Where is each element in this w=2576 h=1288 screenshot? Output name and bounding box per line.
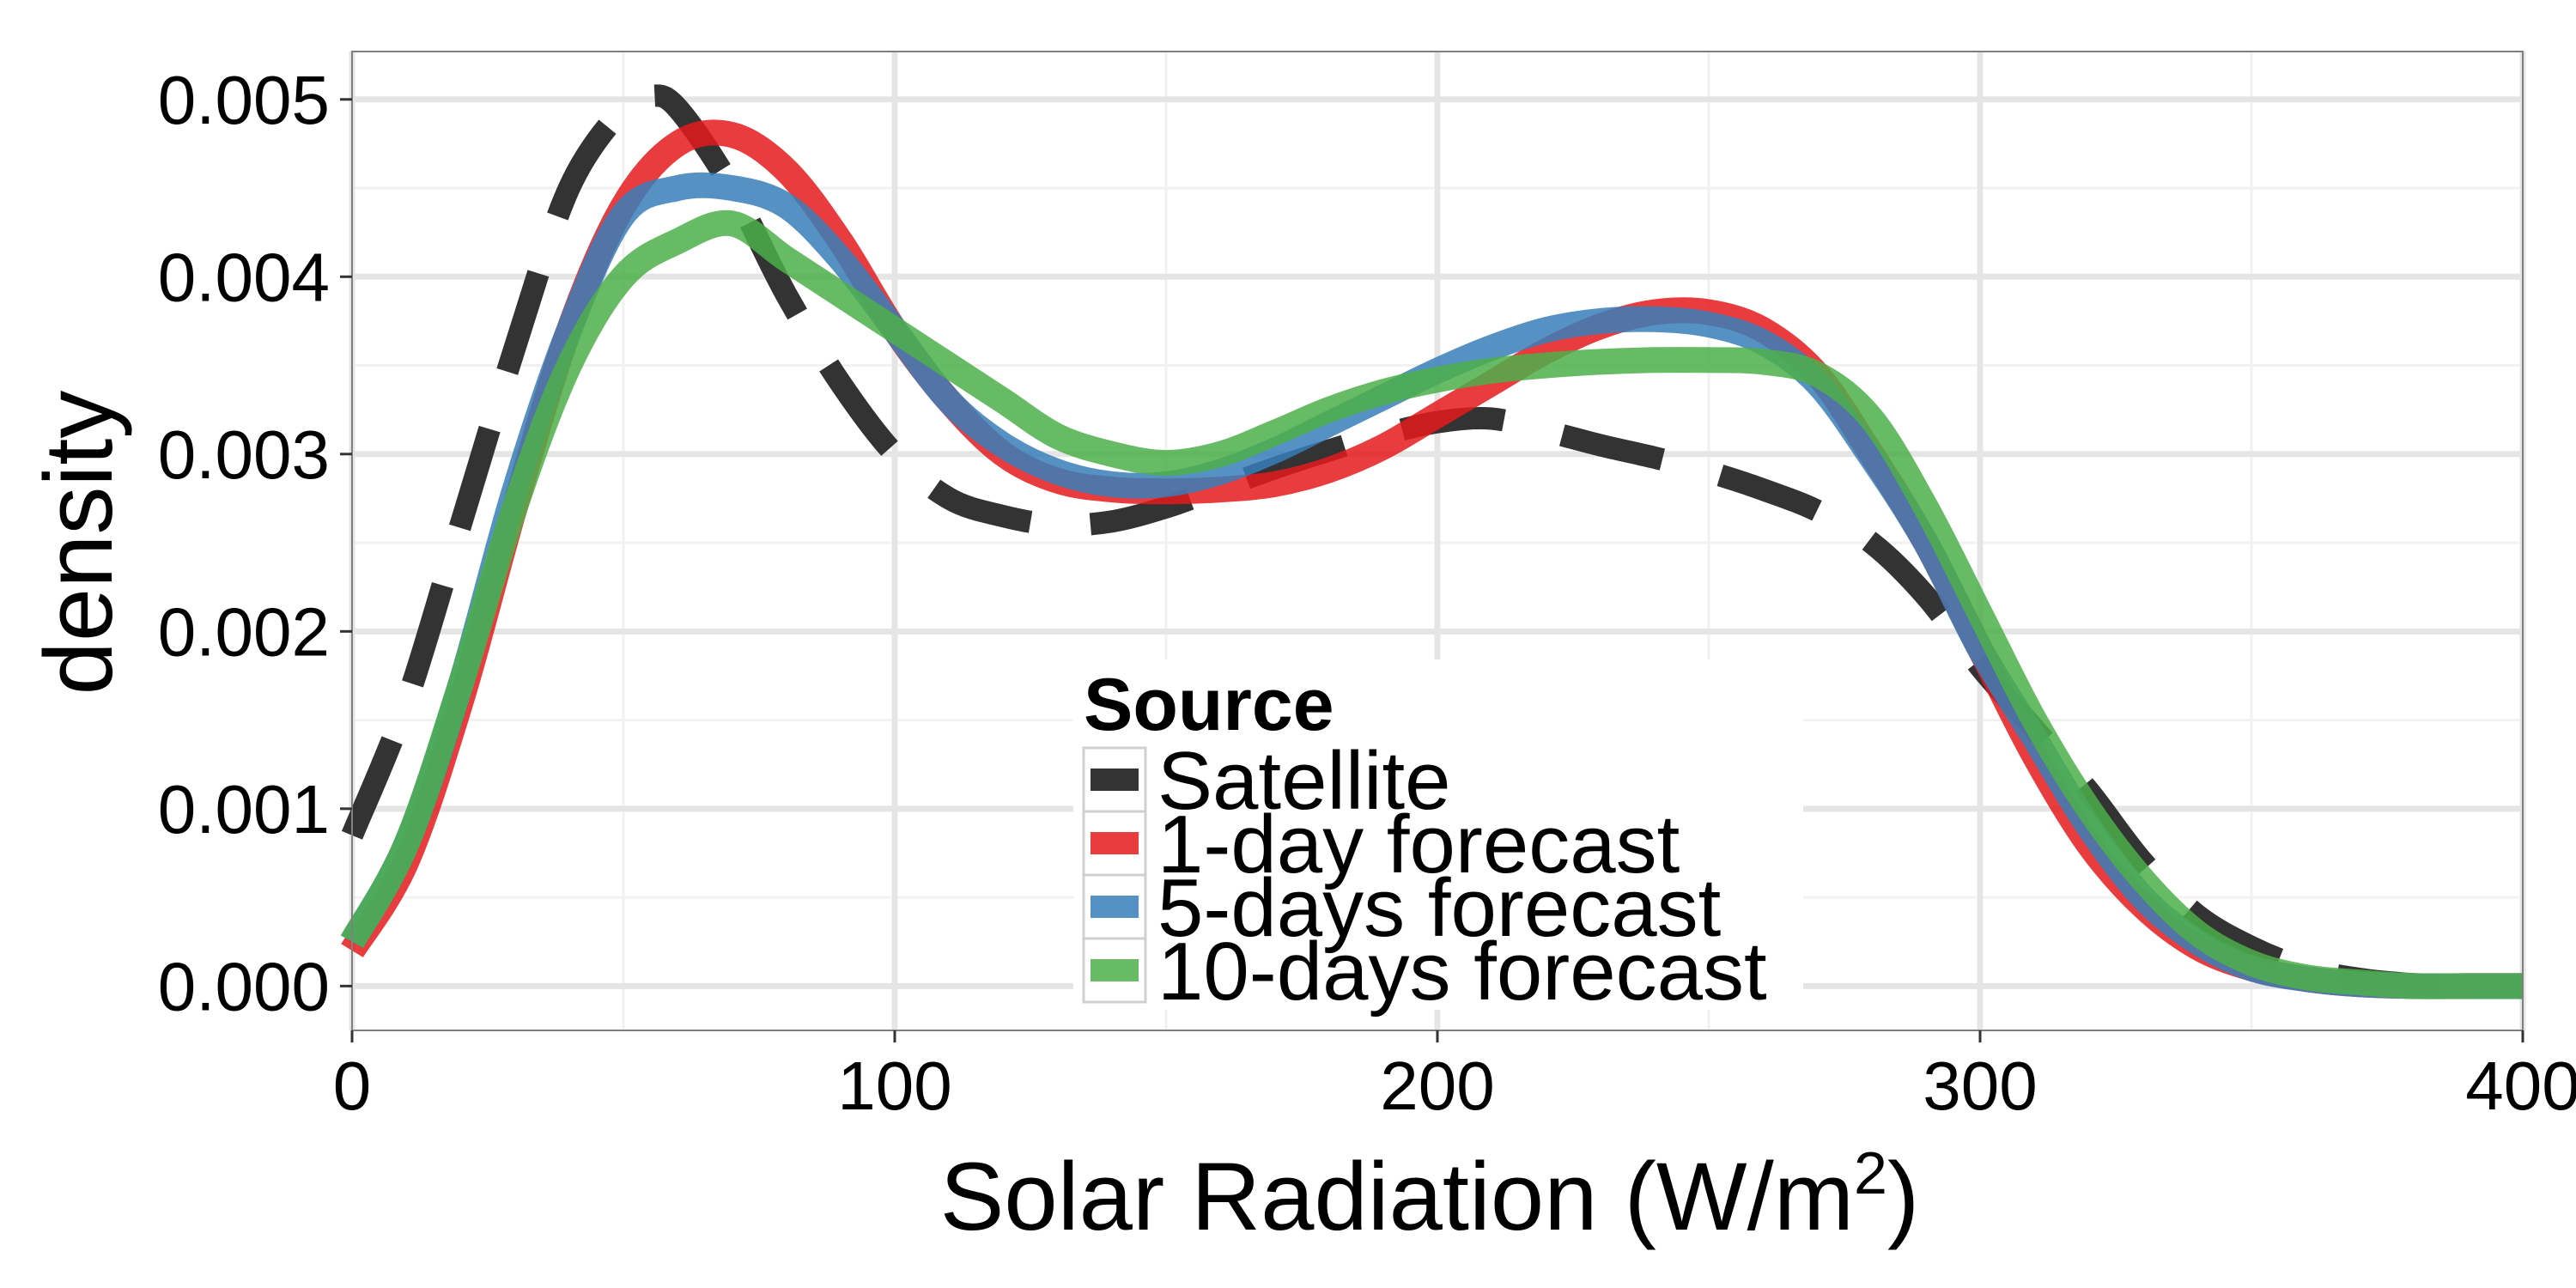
legend-label-0: Satellite	[1157, 735, 1451, 827]
x-axis-title-superscript: 2	[1854, 1139, 1887, 1206]
y-tick-label: 0.000	[158, 948, 330, 1024]
x-axis-title: Solar Radiation (W/m2)	[940, 1139, 1920, 1250]
x-tick-label: 300	[1923, 1048, 2037, 1124]
legend-background	[1073, 659, 1803, 1010]
x-axis-title-main: Solar Radiation (W/m	[940, 1143, 1854, 1250]
x-axis-title-close: )	[1887, 1143, 1919, 1250]
y-tick-label: 0.004	[158, 239, 330, 315]
y-tick-label: 0.001	[158, 771, 330, 848]
y-tick-label: 0.002	[158, 593, 330, 670]
legend-label-1: 1-day forecast	[1157, 799, 1680, 890]
series-lines	[340, 84, 2524, 999]
x-axis-ticks: 0 100 200 300 400	[333, 1030, 2576, 1124]
y-tick-label: 0.003	[158, 416, 330, 493]
x-tick-label: 0	[333, 1048, 372, 1124]
y-axis-ticks: 0.000 0.001 0.002 0.003 0.004 0.005	[158, 62, 352, 1024]
x-tick-label: 400	[2465, 1048, 2576, 1124]
x-tick-label: 200	[1380, 1048, 1494, 1124]
y-tick-label: 0.005	[158, 62, 330, 138]
x-tick-label: 100	[837, 1048, 951, 1124]
y-axis-title: density	[25, 391, 132, 696]
series-line-3	[340, 210, 2523, 999]
legend-title: Source	[1084, 664, 1334, 746]
legend-label-2: 5-days forecast	[1157, 862, 1721, 954]
legend-label-3: 10-days forecast	[1157, 926, 1767, 1018]
